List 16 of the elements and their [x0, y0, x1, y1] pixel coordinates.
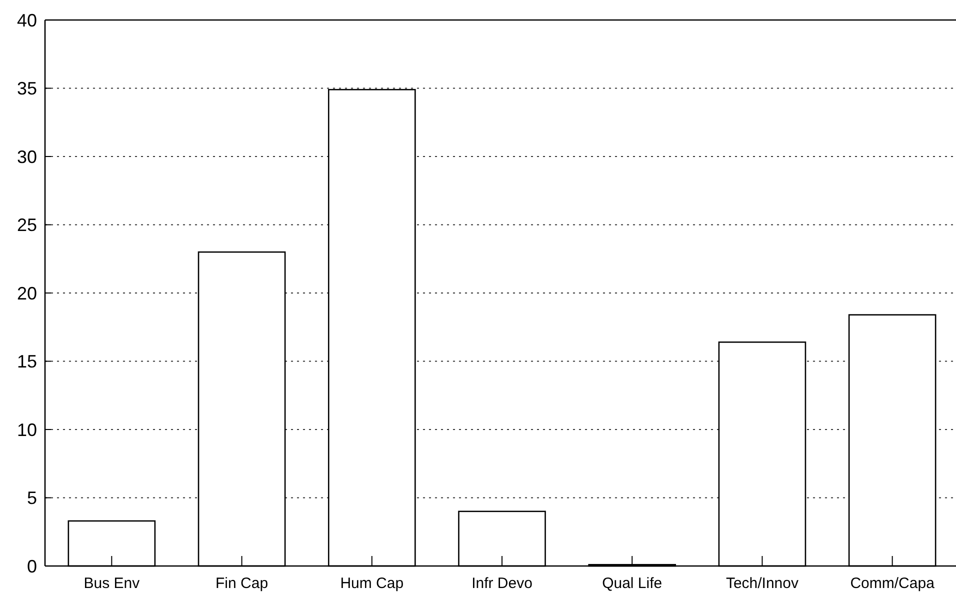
x-tick-label: Tech/Innov: [726, 575, 799, 592]
x-tick-label: Comm/Capa: [850, 575, 936, 592]
x-tick-label: Hum Cap: [340, 575, 404, 592]
y-tick-label: 15: [16, 352, 37, 372]
y-tick-label: 25: [16, 215, 37, 236]
x-tick-label: Infr Devo: [472, 575, 532, 592]
y-tick-label: 0: [26, 556, 37, 576]
x-tick-label: Fin Cap: [216, 575, 268, 592]
y-tick-label: 40: [16, 10, 37, 30]
y-tick-label: 10: [16, 420, 37, 440]
x-tick-label: Bus Env: [84, 575, 140, 592]
y-tick-label: 35: [16, 78, 37, 99]
x-tick-label: Qual Life: [602, 575, 662, 592]
y-tick-label: 20: [16, 283, 37, 304]
y-tick-label: 30: [16, 146, 37, 167]
y-tick-label: 5: [26, 488, 37, 508]
